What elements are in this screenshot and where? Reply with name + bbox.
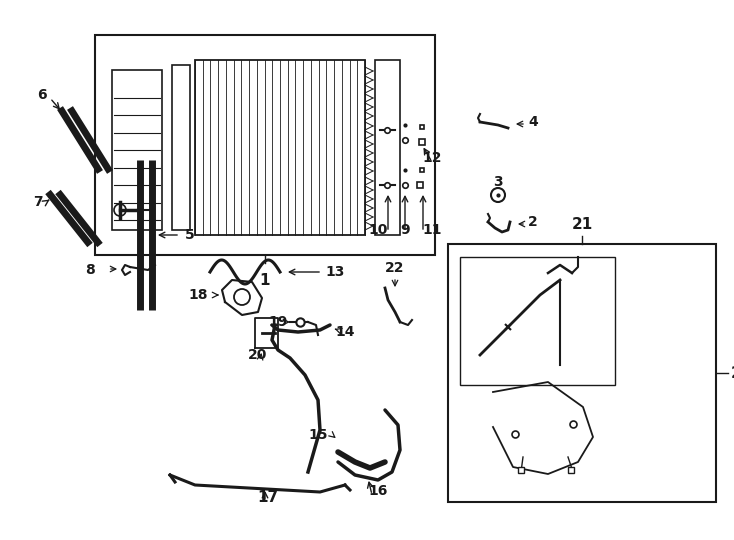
Text: 4: 4: [528, 115, 538, 129]
Text: 13: 13: [325, 265, 344, 279]
Text: 5: 5: [185, 228, 195, 242]
Text: 8: 8: [85, 263, 95, 277]
Text: 1: 1: [260, 273, 270, 288]
Text: 19: 19: [269, 315, 288, 329]
Bar: [112, 70, 162, 230]
Text: 14: 14: [335, 325, 355, 339]
Bar: [448, 244, 716, 502]
Text: 22: 22: [385, 261, 404, 275]
Text: 6: 6: [37, 88, 47, 102]
Bar: [172, 65, 190, 230]
Text: 9: 9: [400, 223, 410, 237]
Text: 11: 11: [422, 223, 442, 237]
Text: 10: 10: [368, 223, 388, 237]
Text: 16: 16: [368, 484, 388, 498]
Bar: [195, 60, 365, 235]
Bar: [95, 35, 435, 255]
Text: 18: 18: [189, 288, 208, 302]
Bar: [460, 257, 615, 385]
Text: 3: 3: [493, 175, 503, 189]
Text: 20: 20: [248, 348, 268, 362]
Text: 2: 2: [528, 215, 538, 229]
Text: 7: 7: [33, 195, 43, 209]
Text: 21: 21: [571, 217, 592, 232]
Bar: [375, 60, 400, 235]
Text: 15: 15: [308, 428, 328, 442]
Text: 23: 23: [731, 366, 734, 381]
Text: 12: 12: [422, 151, 442, 165]
Text: 17: 17: [258, 490, 279, 505]
